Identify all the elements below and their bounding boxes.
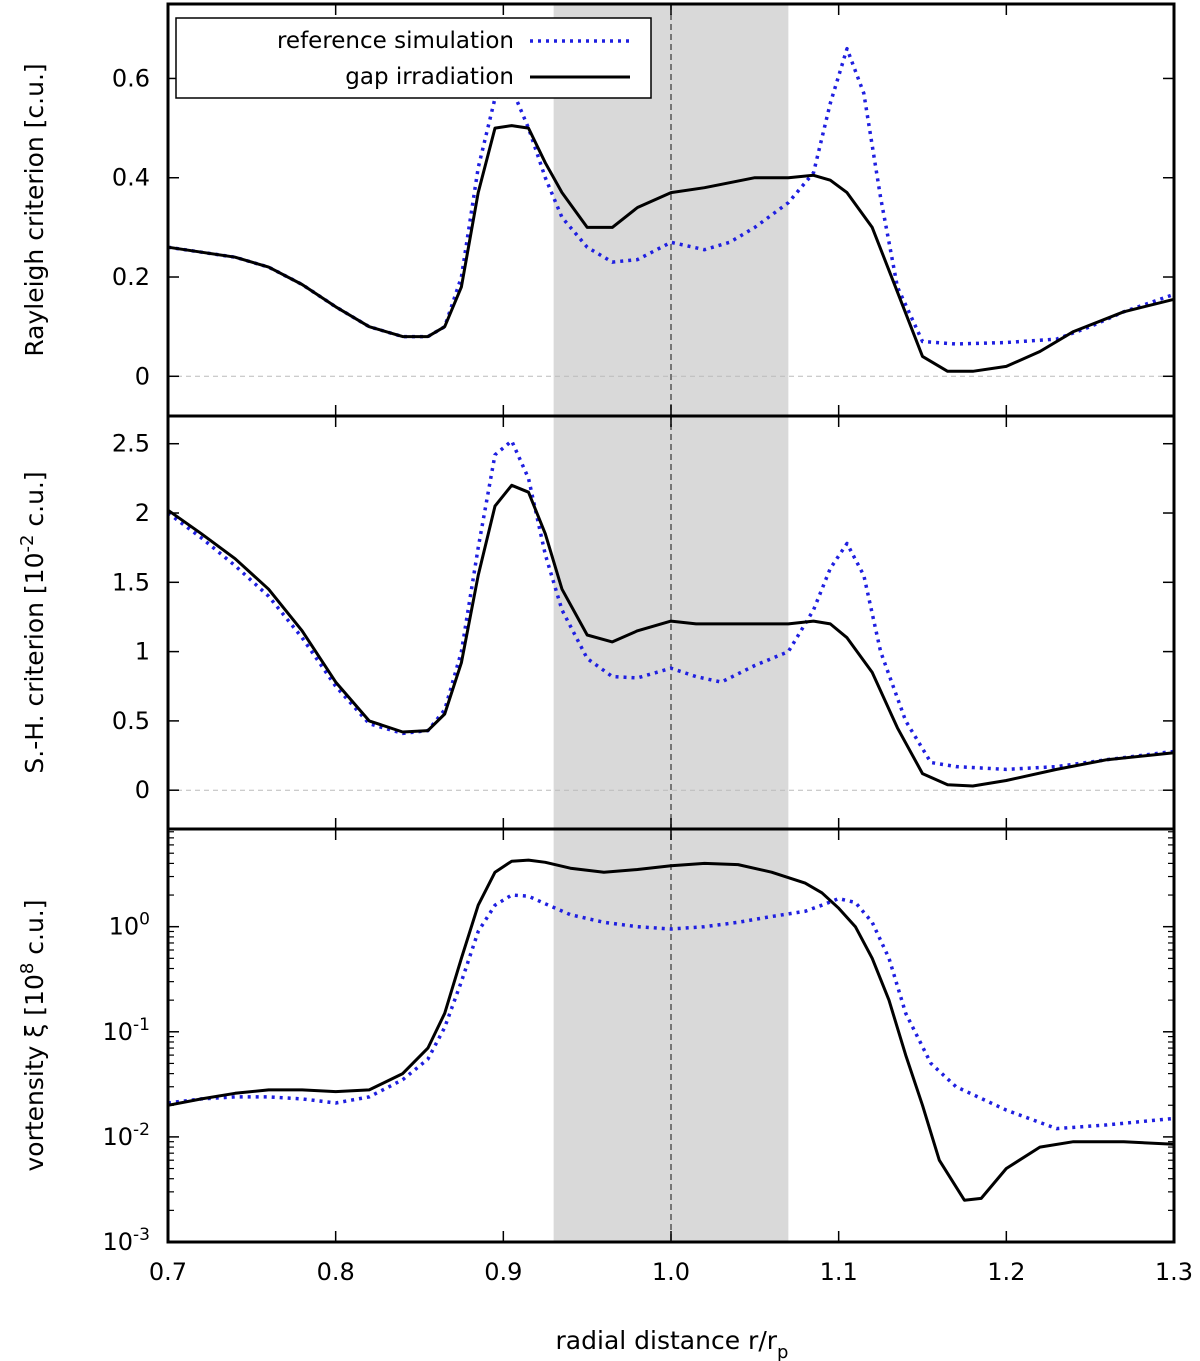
x-axis-title-sub: p [777, 1342, 788, 1361]
y-tick-label-rayleigh: 0.2 [112, 263, 150, 291]
y-axis-title-solberg-hoiland: S.-H. criterion [10-2 c.u.] [17, 471, 49, 773]
x-tick-label: 1.1 [820, 1258, 858, 1286]
x-tick-label: 1.0 [652, 1258, 690, 1286]
y-tick-label-rayleigh: 0.4 [112, 164, 150, 192]
x-tick-label: 0.9 [484, 1258, 522, 1286]
x-tick-label: 0.8 [317, 1258, 355, 1286]
y-tick-label-vortensity: 10-3 [103, 1225, 151, 1256]
y-tick-label-vortensity: 100 [109, 910, 150, 941]
legend-label-gap-irradiation: gap irradiation [345, 64, 514, 90]
y-tick-label-solberg-hoiland: 2.5 [112, 430, 150, 458]
legend-label-reference: reference simulation [277, 28, 514, 54]
y-axis-title-vortensity: vortensity ξ [108 c.u.] [17, 899, 49, 1171]
x-axis-title: radial distance r/rp [556, 1326, 789, 1361]
y-axis-title-rayleigh: Rayleigh criterion [c.u.] [20, 63, 49, 356]
x-tick-label: 0.7 [149, 1258, 187, 1286]
y-tick-label-solberg-hoiland: 1 [135, 638, 150, 666]
legend: reference simulation gap irradiation [175, 17, 652, 99]
y-tick-label-solberg-hoiland: 1.5 [112, 568, 150, 596]
y-tick-label-rayleigh: 0 [135, 362, 150, 390]
x-tick-label: 1.2 [987, 1258, 1025, 1286]
x-tick-label: 1.3 [1155, 1258, 1193, 1286]
x-axis-title-main: radial distance r/r [556, 1326, 778, 1355]
reference-lines [168, 4, 1174, 1242]
y-tick-label-vortensity: 10-2 [103, 1120, 151, 1151]
y-tick-label-rayleigh: 0.6 [112, 64, 150, 92]
y-tick-label-vortensity: 10-1 [103, 1015, 151, 1046]
y-tick-label-solberg-hoiland: 2 [135, 499, 150, 527]
series-line-solberg-hoiland-gap-irradiation [167, 483, 1175, 788]
labels: 0 0.2 0.4 0.6 Rayleigh criterion [c.u.] 0 0.5 1… [17, 63, 1193, 1286]
y-tick-label-solberg-hoiland: 0 [135, 776, 150, 804]
ticks [167, 4, 1175, 1243]
series-line-vortensity-gap-irradiation [167, 858, 1175, 1202]
y-tick-label-solberg-hoiland: 0.5 [112, 707, 150, 735]
series-line-rayleigh-gap-irradiation [167, 124, 1175, 373]
series-layer [166, 46, 1175, 1202]
series-line-vortensity-reference [167, 893, 1175, 1131]
legend-box [175, 17, 652, 99]
